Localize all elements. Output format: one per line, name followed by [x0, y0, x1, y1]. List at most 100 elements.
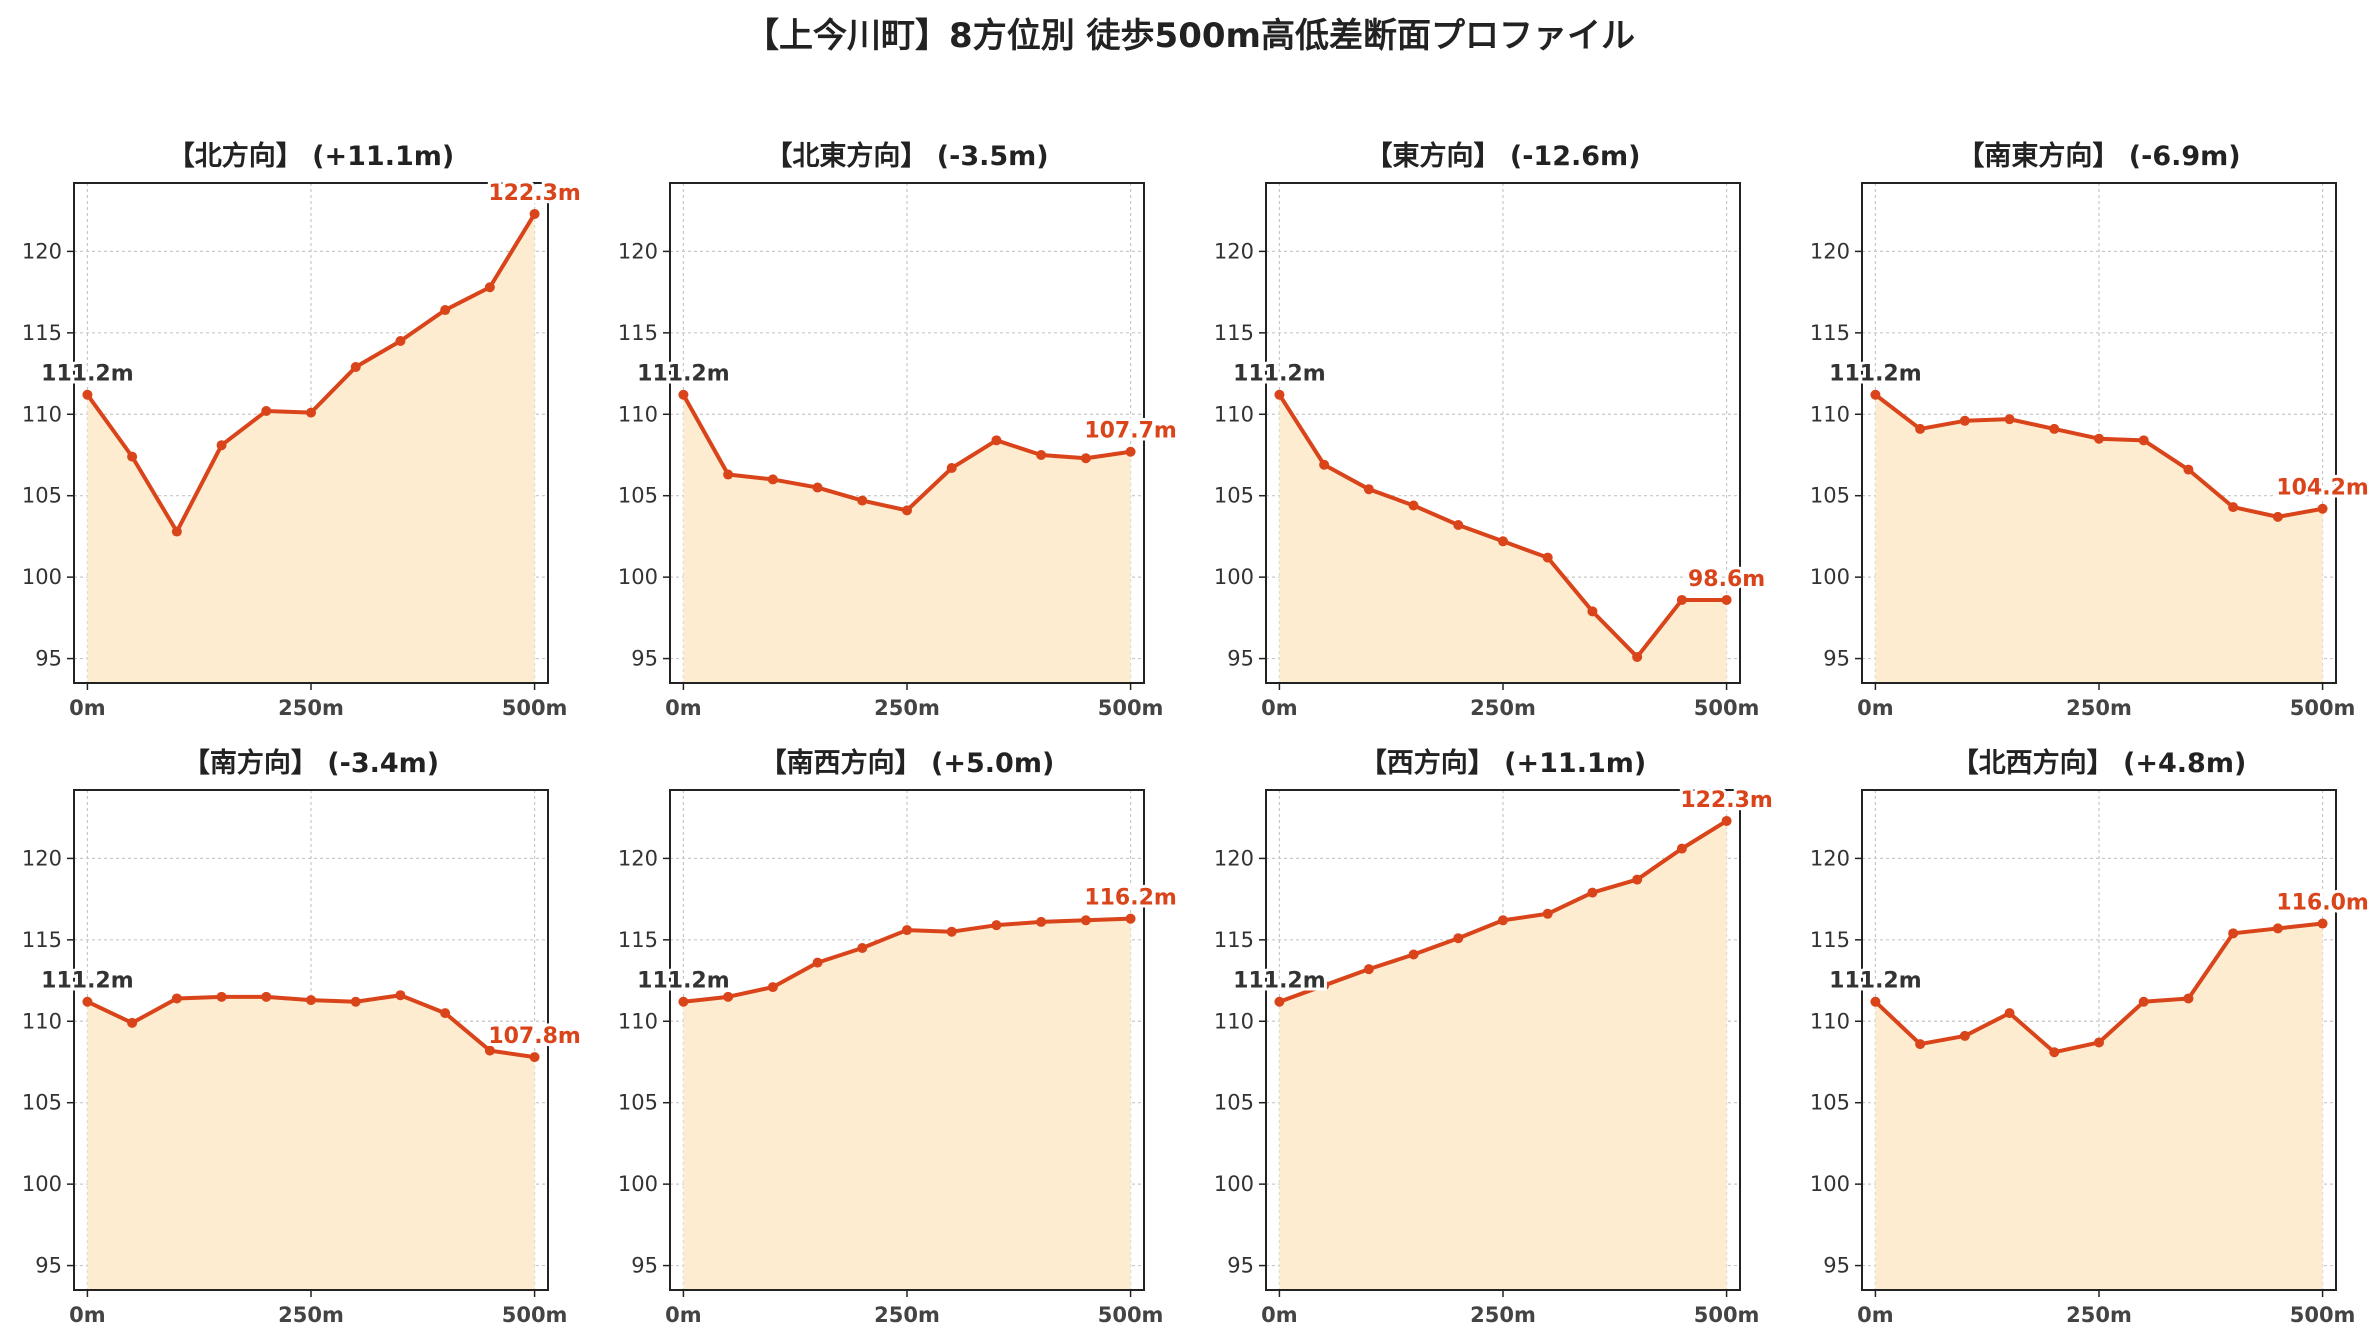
y-tick-label: 115 — [618, 928, 658, 952]
data-point — [261, 991, 272, 1002]
y-tick-label: 110 — [1810, 402, 1850, 426]
y-tick-label: 105 — [618, 1091, 658, 1115]
data-point — [440, 305, 451, 316]
y-tick-label: 100 — [22, 1172, 62, 1196]
data-point — [171, 526, 182, 537]
figure-title: 【上今川町】8方位別 徒歩500m高低差断面プロファイル — [745, 16, 1635, 56]
data-point — [350, 996, 361, 1007]
data-point — [2004, 1008, 2015, 1019]
start-elevation-label: 111.2m — [41, 362, 134, 387]
area-fill — [87, 995, 535, 1290]
data-point — [484, 282, 495, 293]
x-tick-label: 250m — [278, 1303, 344, 1327]
data-point — [82, 389, 93, 400]
x-tick-label: 0m — [665, 1303, 702, 1327]
x-tick-label: 250m — [874, 696, 940, 720]
area-fill — [683, 394, 1131, 683]
end-elevation-label: 107.7m — [1084, 419, 1177, 444]
start-elevation-label: 111.2m — [637, 969, 730, 994]
area-fill — [1279, 820, 1727, 1290]
data-point — [2228, 502, 2239, 513]
y-tick-label: 95 — [631, 1254, 658, 1278]
y-tick-label: 95 — [1227, 1254, 1254, 1278]
data-point — [306, 407, 316, 418]
panel-title: 【南西方向】 (+5.0m) — [760, 747, 1055, 779]
area-fill — [1875, 923, 2323, 1290]
x-tick-label: 500m — [1694, 1303, 1760, 1327]
data-point — [902, 925, 912, 936]
y-tick-label: 100 — [1214, 1172, 1254, 1196]
data-point — [812, 482, 823, 493]
y-tick-label: 105 — [618, 484, 658, 508]
start-elevation-label: 111.2m — [1829, 362, 1922, 387]
x-tick-label: 250m — [874, 1303, 940, 1327]
data-point — [529, 1052, 540, 1063]
data-point — [2272, 511, 2283, 522]
data-point — [767, 474, 778, 485]
data-point — [1363, 964, 1374, 975]
data-point — [946, 926, 957, 937]
data-point — [767, 982, 778, 993]
end-elevation-label: 107.8m — [488, 1024, 581, 1049]
data-point — [1915, 423, 1926, 434]
data-point — [127, 1017, 138, 1028]
panel-title: 【南方向】 (-3.4m) — [183, 747, 439, 779]
data-point — [395, 990, 406, 1001]
data-point — [902, 505, 912, 516]
panel: 【南東方向】 (-6.9m) 95 100 105 110 115 120 0m 250m 500… — [1810, 140, 2372, 720]
panel: 【北東方向】 (-3.5m) 95 100 105 110 115 120 0m 250m 500… — [618, 140, 1180, 720]
start-elevation-label: 111.2m — [1829, 969, 1922, 994]
x-tick-label: 0m — [69, 696, 106, 720]
data-point — [2183, 993, 2194, 1004]
end-elevation-label: 104.2m — [2276, 476, 2369, 501]
y-tick-label: 95 — [35, 1254, 62, 1278]
data-point — [857, 495, 868, 506]
x-tick-label: 0m — [69, 1303, 106, 1327]
data-point — [2049, 1047, 2060, 1058]
data-point — [2272, 923, 2283, 934]
y-tick-label: 120 — [22, 239, 62, 263]
x-tick-label: 250m — [2066, 1303, 2132, 1327]
x-tick-label: 500m — [1694, 696, 1760, 720]
data-point — [1274, 389, 1285, 400]
data-point — [1408, 500, 1419, 511]
data-point — [1721, 594, 1732, 605]
data-point — [2049, 423, 2060, 434]
panel: 【北方向】 (+11.1m) 95 100 105 110 115 120 0m 250m 500… — [22, 140, 584, 720]
x-tick-label: 250m — [278, 696, 344, 720]
area-fill — [87, 213, 535, 683]
y-tick-label: 110 — [1810, 1009, 1850, 1033]
data-point — [1319, 980, 1330, 991]
y-tick-label: 115 — [22, 321, 62, 345]
data-point — [306, 995, 316, 1006]
y-tick-label: 100 — [1214, 565, 1254, 589]
data-point — [2183, 464, 2194, 475]
data-point — [2094, 1037, 2104, 1048]
x-tick-label: 250m — [1470, 696, 1536, 720]
end-elevation-label: 116.2m — [1084, 886, 1177, 911]
data-point — [529, 208, 540, 219]
data-point — [127, 451, 138, 462]
y-tick-label: 105 — [1214, 484, 1254, 508]
y-tick-label: 100 — [618, 565, 658, 589]
data-point — [1587, 887, 1598, 898]
start-elevation-label: 111.2m — [637, 362, 730, 387]
y-tick-label: 120 — [618, 239, 658, 263]
data-point — [395, 335, 406, 346]
end-elevation-label: 98.6m — [1688, 567, 1765, 592]
data-point — [991, 435, 1002, 446]
data-point — [857, 942, 868, 953]
x-tick-label: 0m — [665, 696, 702, 720]
data-point — [2138, 435, 2149, 446]
y-tick-label: 115 — [22, 928, 62, 952]
panel: 【西方向】 (+11.1m) 95 100 105 110 115 120 0m 250m 500… — [1214, 747, 1776, 1327]
data-point — [723, 469, 734, 480]
y-tick-label: 105 — [1810, 484, 1850, 508]
data-point — [678, 389, 689, 400]
x-tick-label: 500m — [2290, 1303, 2356, 1327]
panel: 【東方向】 (-12.6m) 95 100 105 110 115 120 0m 250m 500… — [1214, 140, 1768, 720]
data-point — [261, 406, 272, 417]
y-tick-label: 100 — [1810, 1172, 1850, 1196]
data-point — [1125, 446, 1136, 457]
